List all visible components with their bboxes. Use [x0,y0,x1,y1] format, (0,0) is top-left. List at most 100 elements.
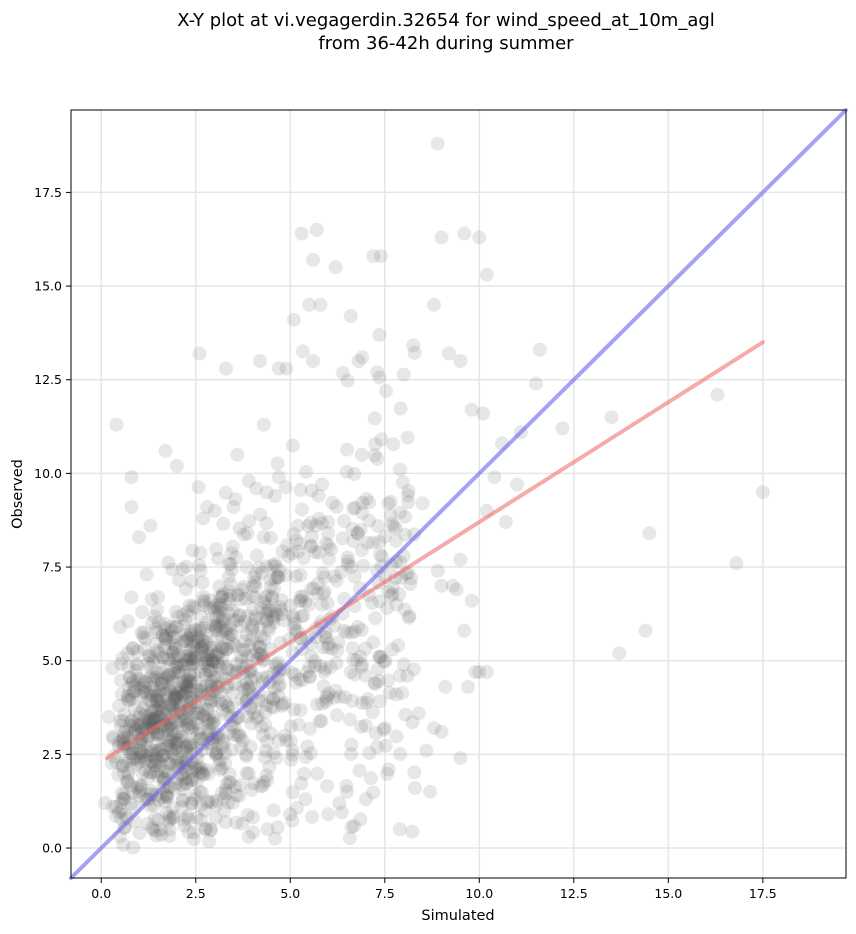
data-point [236,634,251,649]
data-point [239,749,254,764]
data-point [175,792,190,807]
data-point [354,622,369,637]
data-point [219,361,233,376]
data-point [406,338,421,353]
fit-lines [69,108,848,880]
data-point [314,713,329,728]
data-point [249,548,264,563]
data-point [391,638,406,653]
data-point [217,790,232,805]
data-point [151,703,166,718]
data-point [303,746,318,761]
x-tick-label: 15.0 [654,886,682,901]
data-point [202,601,217,616]
data-point [124,714,139,729]
data-point [162,734,177,749]
data-point [315,477,330,492]
data-point [229,657,244,672]
data-point [168,641,183,656]
data-point [187,707,202,722]
data-point [293,590,308,604]
data-point [212,660,227,674]
data-point [130,757,145,771]
data-point [141,656,156,671]
data-point [251,709,265,724]
data-point [219,642,233,657]
data-point [183,668,198,683]
data-point [196,589,211,604]
data-point [266,746,281,761]
data-point [259,516,274,531]
data-point [265,589,279,604]
data-point [144,754,159,769]
data-point [207,713,222,728]
data-point [355,696,369,710]
data-point [168,630,183,645]
data-point [164,622,179,637]
data-point [373,650,387,664]
data-point [177,771,192,786]
data-point [300,739,315,754]
data-point [294,593,309,608]
data-point [179,717,194,732]
data-point [163,619,178,634]
data-point [248,575,263,590]
data-point [269,750,284,765]
data-point [368,726,383,741]
data-point [330,643,345,658]
data-point [264,699,279,714]
data-point [162,809,177,824]
data-point [285,743,300,758]
data-point [188,788,203,803]
data-point [165,723,180,738]
data-point [148,650,162,665]
data-point [253,354,267,368]
data-point [403,577,418,591]
data-point [239,560,254,575]
data-point [150,727,165,742]
data-point [131,710,146,725]
data-point [273,602,288,617]
data-point [312,511,327,526]
data-point [167,692,182,707]
data-point [302,659,317,674]
data-point [186,825,201,840]
data-point [305,809,320,824]
data-point [201,702,216,717]
data-point [269,657,284,672]
data-point [101,709,116,724]
data-point [321,538,336,553]
data-point [152,742,167,757]
data-point [126,684,141,699]
data-point [165,698,180,713]
data-point [200,714,215,729]
data-point [158,631,173,646]
data-point [117,792,132,807]
data-point [235,679,250,694]
data-point [143,660,158,675]
data-point [396,657,411,672]
y-tick-label: 5.0 [42,653,62,668]
data-point [304,529,319,544]
data-point [165,746,180,761]
data-point [215,630,230,645]
data-point [468,665,483,679]
data-point [162,829,177,844]
data-point [207,693,222,708]
data-point [142,713,157,728]
data-point [358,641,373,656]
data-point [179,677,194,692]
data-point [193,731,208,746]
data-point [378,738,393,753]
data-point [206,600,221,615]
data-point [271,470,286,485]
data-point [401,495,416,510]
x-tick-label: 5.0 [280,886,300,901]
data-point [219,660,234,675]
data-point [140,816,155,831]
data-point [117,787,132,802]
chart-title-line-1: X-Y plot at vi.vegagerdin.32654 for wind… [177,10,715,31]
data-point [135,767,150,782]
data-point [147,684,162,698]
data-point [169,750,184,765]
